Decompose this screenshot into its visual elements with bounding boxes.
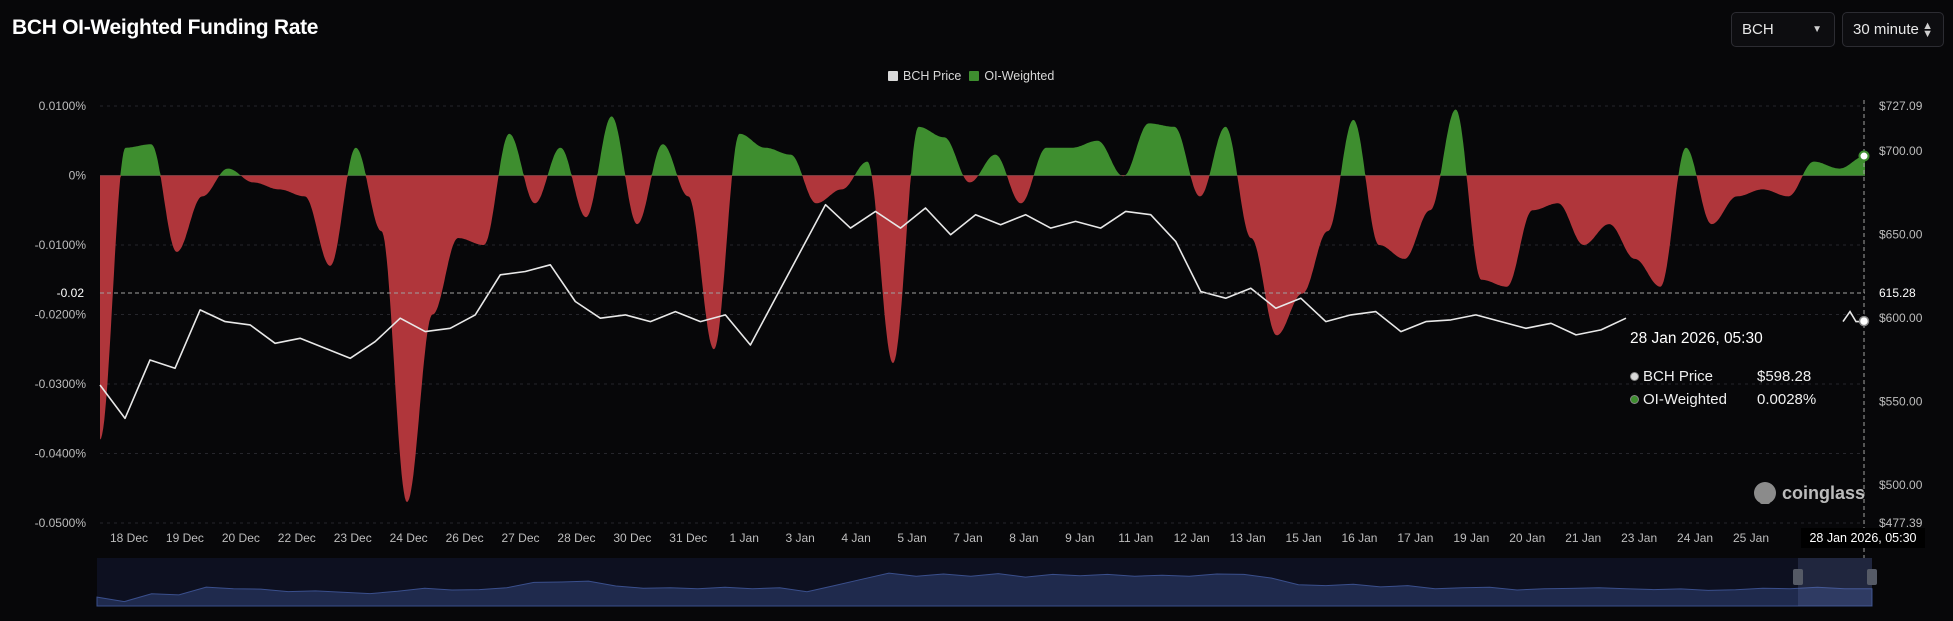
bch-price-line	[99, 203, 1864, 420]
x-tick-label: 16 Jan	[1341, 531, 1377, 545]
x-tick-label: 19 Dec	[166, 531, 204, 545]
x-tick-label: 12 Jan	[1174, 531, 1210, 545]
crosshair-left-label: -0.02	[57, 286, 85, 300]
grid-lines	[100, 105, 1865, 524]
symbol-select-value: BCH	[1742, 21, 1774, 38]
x-tick-label: 8 Jan	[1009, 531, 1038, 545]
left-tick-label: -0.0500%	[35, 516, 87, 530]
x-tick-label: 26 Dec	[446, 531, 484, 545]
right-tick-label: $650.00	[1879, 228, 1923, 242]
crosshair: -0.02 615.28 28 Jan 2026, 05:30	[57, 100, 1925, 560]
x-tick-label: 18 Dec	[110, 531, 148, 545]
tooltip-row-oi: OI-Weighted 0.0028%	[1630, 388, 1840, 411]
x-tick-label: 25 Jan	[1733, 531, 1769, 545]
navigator-series	[96, 572, 1873, 607]
left-tick-label: -0.0100%	[35, 238, 87, 252]
x-tick-label: 17 Jan	[1397, 531, 1433, 545]
x-tick-label: 3 Jan	[785, 531, 814, 545]
legend-label-oi: OI-Weighted	[984, 69, 1055, 83]
x-tick-label: 11 Jan	[1118, 531, 1153, 545]
right-tick-label: $477.39	[1879, 516, 1923, 530]
x-tick-label: 7 Jan	[953, 531, 982, 545]
left-tick-label: -0.0400%	[35, 447, 87, 461]
interval-select-value: 30 minute	[1853, 21, 1919, 38]
range-navigator	[96, 558, 1877, 607]
x-tick-label: 13 Jan	[1230, 531, 1266, 545]
x-tick-label: 21 Jan	[1565, 531, 1601, 545]
x-tick-label: 19 Jan	[1453, 531, 1489, 545]
crosshair-right-label: 615.28	[1879, 286, 1916, 300]
legend-item-price[interactable]: BCH Price	[888, 69, 961, 83]
tooltip-label-price: BCH Price	[1643, 368, 1714, 385]
caret-down-icon: ▼	[1812, 24, 1822, 35]
x-tick-label: 28 Dec	[557, 531, 595, 545]
left-tick-label: -0.0200%	[35, 308, 87, 322]
legend-swatch-price	[888, 71, 898, 81]
legend-swatch-oi	[969, 71, 980, 81]
tooltip-dot-price	[1630, 372, 1639, 381]
navigator-handle-right	[1867, 569, 1877, 585]
x-tick-label: 9 Jan	[1065, 531, 1094, 545]
x-tick-label: 30 Dec	[613, 531, 651, 545]
tooltip: 28 Jan 2026, 05:30 BCH Price $598.28 OI-…	[1630, 330, 1840, 411]
oi-weighted-positive-area	[100, 109, 1865, 176]
navigator-selection	[1798, 558, 1872, 606]
x-tick-label: 20 Jan	[1509, 531, 1545, 545]
crosshair-dot-price	[1858, 315, 1870, 327]
legend-item-oi[interactable]: OI-Weighted	[969, 69, 1054, 83]
x-tick-label: 23 Jan	[1621, 531, 1657, 545]
crosshair-x-label: 28 Jan 2026, 05:30	[1809, 531, 1916, 545]
left-axis-ticks: 0.0100% 0% -0.0100% -0.0200% -0.0300% -0.0400…	[35, 99, 87, 530]
right-tick-label: $600.00	[1879, 311, 1923, 325]
left-tick-label: 0.0100%	[39, 99, 87, 113]
tooltip-value-price: $598.28	[1757, 368, 1812, 385]
chart-legend: BCH Price OI-Weighted	[888, 69, 1054, 83]
x-tick-label: 1 Jan	[730, 531, 759, 545]
tooltip-dot-oi	[1630, 395, 1639, 404]
tooltip-value-oi: 0.0028%	[1757, 391, 1817, 408]
x-tick-label: 24 Dec	[390, 531, 428, 545]
symbol-select[interactable]: BCH ▼	[1731, 12, 1835, 47]
crosshair-x-label-bg	[1801, 528, 1925, 548]
x-tick-label: 4 Jan	[841, 531, 870, 545]
right-tick-label: $500.00	[1879, 478, 1923, 492]
left-tick-label: 0%	[69, 169, 87, 183]
x-tick-label: 20 Dec	[222, 531, 260, 545]
interval-select[interactable]: 30 minute ▲ ▼	[1842, 12, 1944, 47]
tooltip-row-price: BCH Price $598.28	[1630, 365, 1840, 388]
right-tick-label: $700.00	[1879, 144, 1923, 158]
page-title: BCH OI-Weighted Funding Rate	[12, 16, 319, 39]
legend-label-price: BCH Price	[903, 69, 962, 83]
x-tick-label: 24 Jan	[1677, 531, 1713, 545]
right-tick-label: $727.09	[1879, 99, 1923, 113]
x-tick-label: 31 Dec	[669, 531, 707, 545]
x-tick-label: 22 Dec	[278, 531, 316, 545]
right-tick-label: $550.00	[1879, 395, 1923, 409]
right-axis-ticks: $727.09 $700.00 $650.00 $600.00 $550.00 $500.…	[1879, 99, 1923, 530]
up-down-arrows-icon: ▲ ▼	[1922, 19, 1933, 40]
watermark-text: coinglass	[1782, 482, 1866, 503]
x-tick-label: 23 Dec	[334, 531, 372, 545]
tooltip-label-oi: OI-Weighted	[1643, 391, 1727, 408]
x-tick-label: 27 Dec	[502, 531, 540, 545]
coinglass-watermark: coinglass	[1754, 482, 1865, 504]
x-tick-label: 5 Jan	[897, 531, 926, 545]
left-tick-label: -0.0300%	[35, 377, 87, 391]
x-tick-label: 15 Jan	[1286, 531, 1322, 545]
navigator-handle-left	[1793, 569, 1803, 585]
price-line-segment	[99, 203, 1627, 420]
crosshair-dot-oi	[1858, 150, 1870, 162]
x-axis-labels: 18 Dec 19 Dec 20 Dec 22 Dec 23 Dec 24 Dec 26 D…	[110, 531, 1769, 545]
tooltip-date: 28 Jan 2026, 05:30	[1630, 330, 1763, 347]
coinglass-logo-icon	[1754, 482, 1776, 504]
positive-area	[100, 109, 1865, 176]
